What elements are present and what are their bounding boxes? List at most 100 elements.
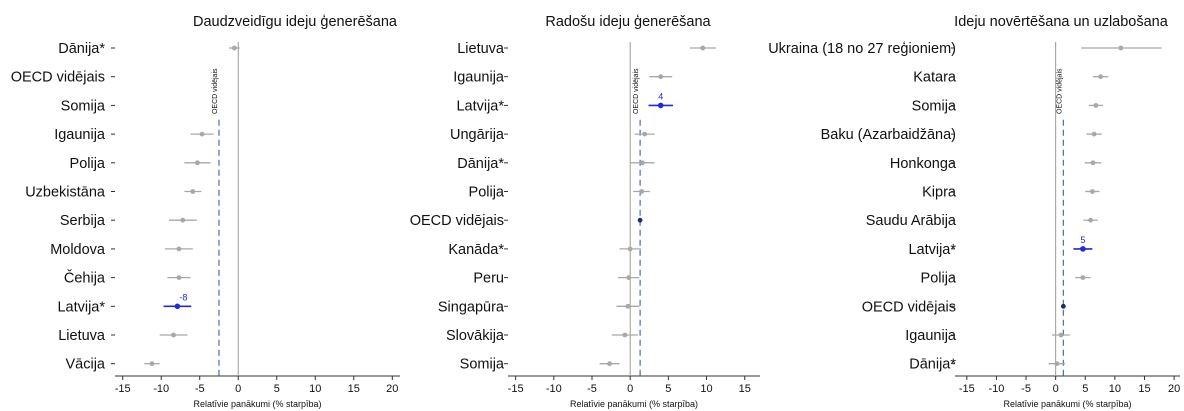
x-tick-label: 0 <box>627 383 633 395</box>
category-label: Vācija <box>66 357 106 373</box>
chart-panel-2: Radošu ideju ģenerēšana -15 -10 -5 0 5 10 15 Rel… <box>410 14 760 409</box>
estimate-point <box>607 361 612 367</box>
category-label: Polija <box>70 156 106 172</box>
estimate-point <box>1098 74 1104 80</box>
category-label: Čehija <box>64 270 106 287</box>
chart-panel-1: Daudzveidīgu ideju ģenerēšana -15 -10 -5 0 5 1… <box>11 14 400 409</box>
estimate-point <box>637 217 643 223</box>
category-label: Lietuva <box>457 41 505 57</box>
x-axis-label: Relatīvie panākumi (% starpība) <box>1003 399 1131 409</box>
category-label: Kanāda* <box>448 242 504 258</box>
x-tick-label: 15 <box>348 383 360 395</box>
estimate-point <box>1054 361 1060 367</box>
x-tick-label: -15 <box>508 383 524 395</box>
category-label: Ukraina (18 no 27 reģioniem) <box>768 41 956 57</box>
x-tick-label: 5 <box>1082 383 1088 395</box>
chart-panel-3: Ideju novērtēšana un uzlabošana -15 -10 -5 0… <box>768 14 1180 409</box>
category-label: Igaunija <box>905 328 957 344</box>
estimate-point <box>190 189 196 194</box>
category-label: Igaunija <box>453 70 505 86</box>
category-label: Serbija <box>60 213 106 229</box>
category-label: Saudu Arābija <box>866 213 957 229</box>
estimate-point <box>199 131 205 137</box>
estimate-point <box>625 303 631 309</box>
category-label: Dānija* <box>58 41 105 57</box>
estimate-point <box>657 102 664 109</box>
category-label: Kipra <box>922 185 957 201</box>
estimate-point <box>176 275 182 280</box>
estimate-point <box>639 189 645 194</box>
category-label: Polija <box>921 271 957 287</box>
estimate-point <box>1091 131 1097 137</box>
estimate-point <box>174 303 181 310</box>
category-label: Singapūra <box>438 299 505 315</box>
category-label: Igaunija <box>54 127 106 143</box>
x-tick-label: -10 <box>988 383 1004 395</box>
estimate-point <box>1088 217 1093 223</box>
category-label: Dānija* <box>909 357 956 373</box>
estimate-point <box>1080 275 1086 280</box>
category-label: Lietuva <box>58 328 106 344</box>
x-tick-label: -15 <box>115 383 131 395</box>
category-label: Katara <box>913 70 957 86</box>
estimate-point <box>1060 303 1066 309</box>
category-label: Ungārija <box>450 127 505 143</box>
x-tick-label: -5 <box>1021 383 1031 395</box>
category-label: Uzbekistāna <box>25 185 106 201</box>
estimate-point <box>176 246 182 252</box>
category-label: Baku (Azarbaidžāna) <box>821 127 956 143</box>
x-tick-label: 20 <box>386 383 398 395</box>
category-label: OECD vidējais <box>11 70 105 86</box>
category-label: Peru <box>473 271 504 287</box>
chart-title: Daudzveidīgu ideju ģenerēšana <box>193 14 398 30</box>
category-label: Somija <box>61 98 106 114</box>
x-tick-label: 10 <box>309 383 321 395</box>
category-label: Polija <box>469 185 505 201</box>
estimate-point <box>626 275 632 280</box>
x-tick-label: -5 <box>587 383 597 395</box>
x-tick-label: 5 <box>665 383 671 395</box>
oecd-average-line-label: OECD vidējais <box>633 68 640 114</box>
estimate-point <box>231 45 237 51</box>
x-tick-label: 0 <box>235 383 241 395</box>
estimate-point <box>658 74 664 80</box>
estimate-point <box>180 217 186 223</box>
data-label: 5 <box>1080 235 1085 245</box>
category-label: Slovākija <box>446 328 505 344</box>
x-axis-label: Relatīvie panākumi (% starpība) <box>570 399 698 409</box>
data-label: -8 <box>179 292 187 302</box>
oecd-average-line-label: OECD vidējais <box>212 68 219 114</box>
estimate-point <box>627 246 633 252</box>
oecd-average-line-label: OECD vidējais <box>1056 68 1063 114</box>
x-tick-label: 0 <box>1053 383 1059 395</box>
estimate-point <box>642 131 648 137</box>
category-label: Latvija* <box>908 242 956 258</box>
category-label: Dānija* <box>457 156 504 172</box>
category-label: OECD vidējais <box>410 213 504 229</box>
estimate-point <box>1080 246 1086 252</box>
x-tick-label: 10 <box>700 383 712 395</box>
x-tick-label: 10 <box>1109 383 1121 395</box>
x-tick-label: 15 <box>739 383 751 395</box>
category-label: Honkonga <box>890 156 957 172</box>
estimate-point <box>171 332 176 338</box>
estimate-point <box>1090 160 1096 166</box>
estimate-point <box>640 160 645 166</box>
estimate-point <box>700 45 706 51</box>
estimate-point <box>1118 45 1124 51</box>
estimate-point <box>149 361 155 367</box>
x-tick-label: 20 <box>1168 383 1180 395</box>
x-axis-label: Relatīvie panākumi (% starpība) <box>193 399 321 409</box>
x-tick-label: -5 <box>195 383 205 395</box>
x-tick-label: 15 <box>1138 383 1150 395</box>
estimate-point <box>1089 189 1095 194</box>
chart-title: Ideju novērtēšana un uzlabošana <box>954 14 1169 30</box>
x-tick-label: 5 <box>274 383 280 395</box>
estimate-point <box>195 160 200 166</box>
category-label: Latvija* <box>57 299 105 315</box>
category-label: Somija <box>460 357 505 373</box>
category-label: Latvija* <box>456 98 504 114</box>
estimate-point <box>1058 332 1064 338</box>
x-tick-label: -15 <box>959 383 975 395</box>
